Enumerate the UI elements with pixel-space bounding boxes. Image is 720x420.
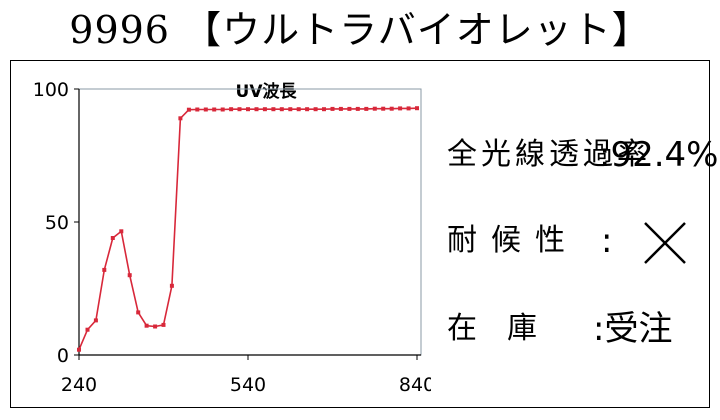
data-point (279, 107, 284, 112)
data-point (398, 106, 403, 111)
weather-resistance-colon: : (601, 221, 613, 261)
data-point (381, 106, 386, 111)
data-point (415, 106, 419, 111)
page-title: 9996 【ウルトラバイオレット】 (69, 8, 651, 52)
transmittance-value: :92.4% (599, 135, 719, 175)
data-point (136, 310, 141, 315)
data-point (110, 236, 115, 240)
data-point (186, 107, 191, 112)
data-point (288, 107, 293, 112)
data-point (406, 106, 411, 111)
data-point (144, 323, 149, 328)
data-point (347, 106, 352, 111)
data-point (127, 273, 132, 278)
data-point (77, 347, 81, 352)
data-point (229, 107, 234, 112)
data-point (364, 106, 369, 111)
data-point (355, 106, 360, 111)
data-point (305, 107, 310, 112)
stock-label: 在庫 (447, 311, 567, 346)
x-tick-label: 540 (230, 374, 266, 396)
x-tick-label: 240 (61, 374, 97, 396)
data-point (203, 107, 208, 112)
data-point (237, 107, 242, 112)
x-tick-label: 840 (399, 374, 431, 396)
weather-resistance-label: 耐候性 (447, 223, 579, 258)
data-point (389, 106, 394, 111)
cross-mark-icon (644, 222, 686, 264)
chart-title: UV波長 (236, 81, 298, 102)
plot-area (78, 88, 422, 356)
data-point (220, 107, 225, 112)
data-point (246, 107, 250, 112)
data-point (338, 106, 343, 111)
transmittance-label: 全光線透過率 (447, 137, 651, 172)
data-point (161, 322, 166, 327)
data-point (169, 283, 174, 288)
data-point (313, 107, 318, 112)
data-point (153, 324, 158, 329)
y-tick-label: 100 (33, 79, 69, 101)
data-point (271, 107, 276, 112)
data-point (372, 106, 377, 111)
series-line (78, 107, 418, 351)
data-point (102, 267, 107, 272)
data-point (254, 107, 259, 112)
data-point (212, 107, 217, 112)
data-point (330, 106, 335, 111)
data-point (119, 229, 124, 234)
data-point (195, 107, 200, 112)
data-point (296, 107, 301, 112)
data-point (322, 107, 326, 112)
data-point (85, 327, 90, 332)
product-panel: UV波長 0 50 100 240 540 840 全光線透過率 :92.4% 耐候性 :… (10, 60, 718, 408)
data-point (93, 318, 98, 323)
data-point (262, 107, 267, 112)
y-tick-label: 50 (45, 212, 69, 234)
uv-chart: UV波長 0 50 100 240 540 840 (33, 79, 431, 396)
y-tick-label: 0 (57, 345, 69, 367)
stock-value: :受注 (593, 309, 673, 349)
data-point (178, 116, 183, 121)
